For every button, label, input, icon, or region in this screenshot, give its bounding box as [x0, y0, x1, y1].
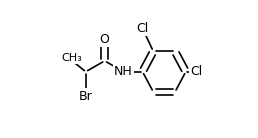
Text: Cl: Cl	[190, 65, 203, 78]
Text: CH₃: CH₃	[62, 53, 83, 63]
Text: Cl: Cl	[136, 22, 149, 35]
Text: Br: Br	[79, 90, 93, 103]
Text: NH: NH	[114, 65, 133, 78]
Text: O: O	[100, 33, 110, 46]
